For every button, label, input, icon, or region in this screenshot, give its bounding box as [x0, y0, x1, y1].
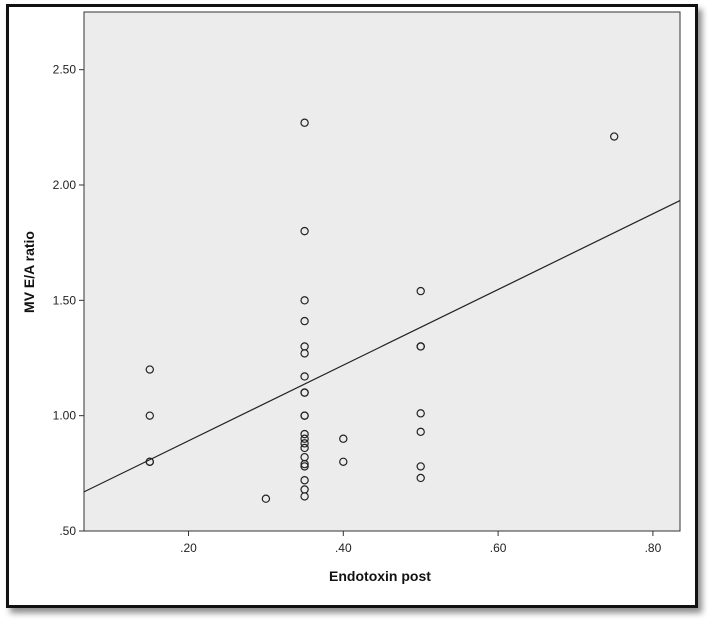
- data-point: [339, 434, 348, 443]
- x-tick-label: .60: [490, 541, 507, 555]
- data-point: [300, 296, 309, 305]
- fit-line: [83, 200, 681, 493]
- data-point: [416, 342, 425, 351]
- data-point: [300, 429, 309, 439]
- data-point: [300, 434, 309, 443]
- data-point: [300, 462, 309, 471]
- data-point: [300, 388, 309, 397]
- y-tick-label: 2.50: [53, 63, 77, 77]
- data-point: [416, 473, 425, 483]
- data-point: [261, 494, 271, 503]
- data-point: [145, 365, 154, 374]
- data-point: [300, 439, 309, 448]
- plot-area: [83, 11, 681, 532]
- data-point: [300, 349, 309, 358]
- data-point: [300, 411, 309, 420]
- y-tick-label: 2.00: [53, 178, 77, 192]
- y-axis-title: MV E/A ratio: [21, 231, 37, 313]
- data-point: [416, 286, 425, 296]
- data-point: [300, 459, 309, 469]
- y-tick-label: 1.50: [53, 293, 77, 307]
- x-tick-label: .20: [180, 541, 197, 555]
- y-tick-label: .50: [59, 524, 76, 538]
- x-tick-label: .40: [335, 541, 352, 555]
- data-point: [300, 118, 309, 127]
- y-tick-label: 1.00: [53, 409, 77, 423]
- data-point: [300, 316, 309, 326]
- x-axis-title: Endotoxin post: [329, 568, 431, 584]
- x-tick-label: .80: [645, 541, 662, 555]
- data-point: [610, 132, 619, 141]
- data-point: [416, 427, 425, 437]
- data-point: [145, 411, 154, 420]
- data-point: [339, 457, 348, 466]
- data-point: [300, 443, 309, 453]
- data-point: [300, 372, 309, 381]
- data-point: [416, 409, 425, 418]
- data-point: [300, 492, 309, 501]
- data-point: [145, 457, 154, 466]
- data-point: [416, 462, 425, 471]
- data-point: [300, 226, 309, 236]
- data-point: [300, 476, 309, 485]
